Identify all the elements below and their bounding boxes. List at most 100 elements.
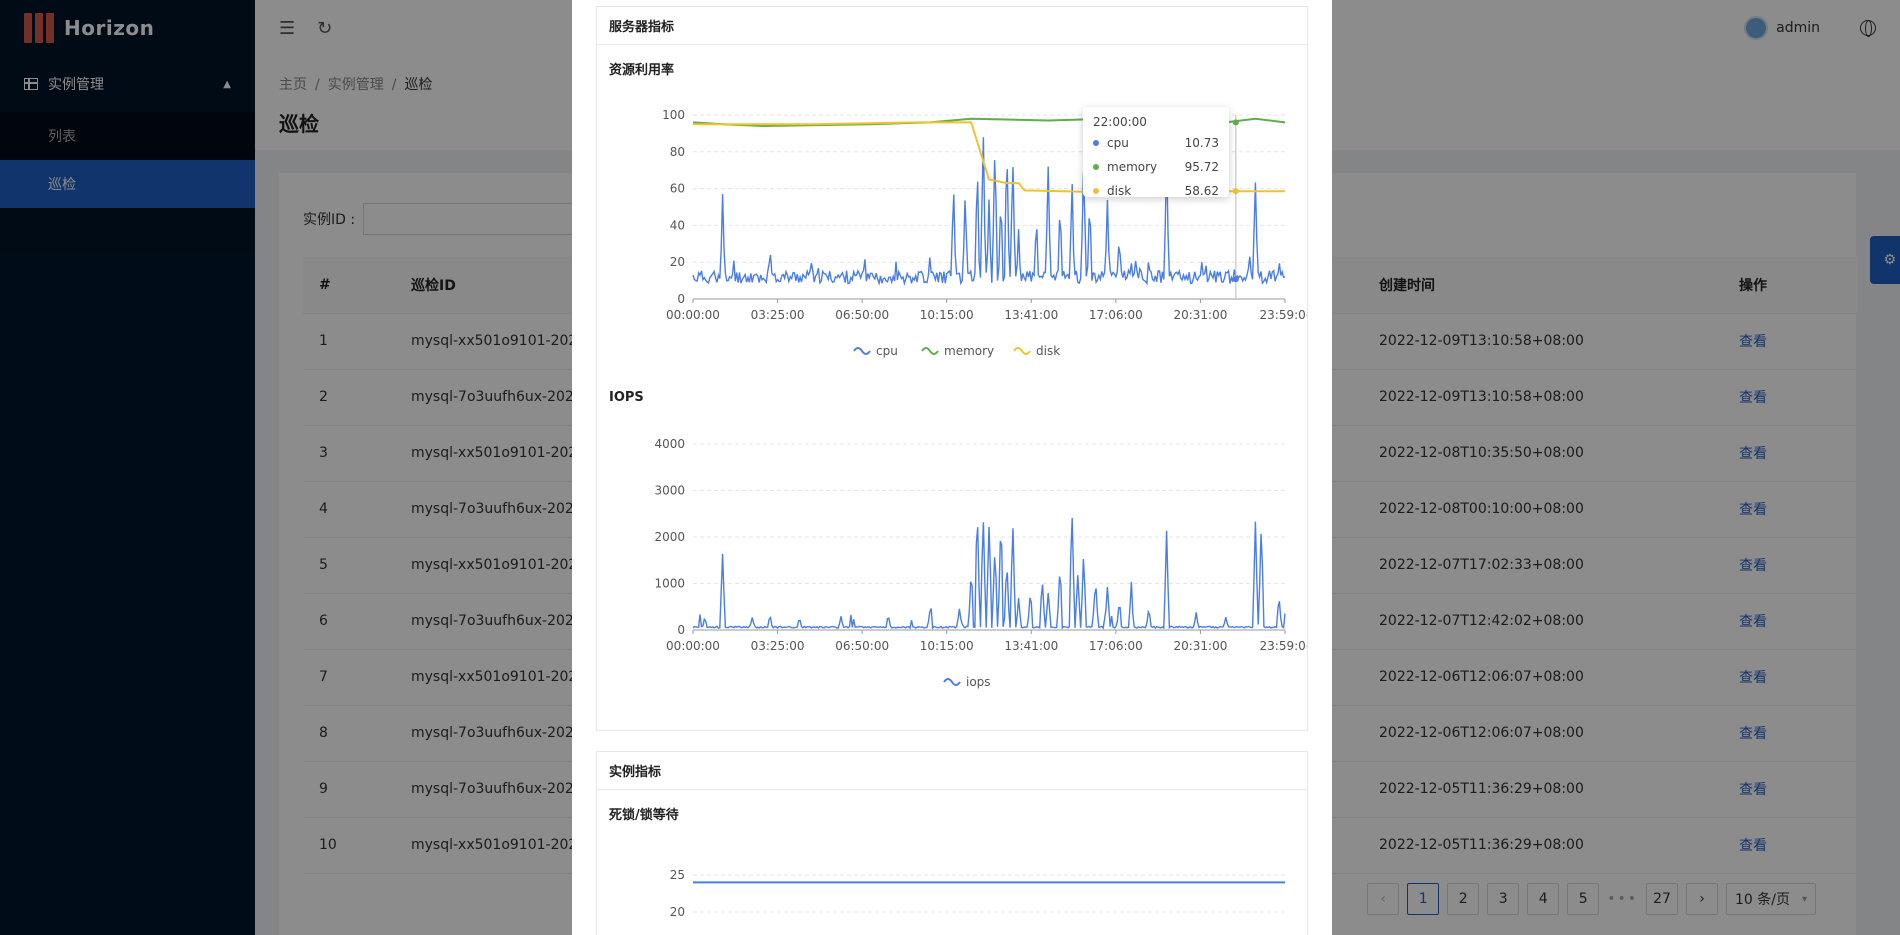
sidebar: Horizon 实例管理 ▲ 列表 巡检	[0, 0, 255, 935]
menu-fold-icon[interactable]: ☰	[279, 17, 296, 39]
x-tick-label: 03:25:00	[751, 308, 805, 322]
menu-group-label: 实例管理	[48, 77, 104, 93]
x-tick-label: 23:59:0(	[1260, 308, 1307, 322]
tooltip-cpu-name: cpu	[1107, 136, 1129, 150]
app-name: Horizon	[64, 16, 155, 40]
user-menu[interactable]: admin	[1744, 16, 1820, 40]
legend-swatch-iops	[943, 678, 961, 686]
tooltip-disk-value: 58.62	[1184, 184, 1219, 198]
page-2[interactable]: 2	[1447, 883, 1480, 915]
tooltip-memory-dot	[1093, 164, 1099, 170]
legend-label-disk: disk	[1036, 344, 1060, 358]
tooltip-cpu-value: 10.73	[1184, 136, 1219, 150]
x-tick-label: 20:31:00	[1173, 308, 1227, 322]
row-index: 1	[303, 313, 395, 370]
breadcrumb: 主页 / 实例管理 / 巡检	[279, 77, 433, 93]
globe-icon[interactable]	[1860, 20, 1876, 37]
series-line-iops	[692, 517, 1286, 630]
breadcrumb-home[interactable]: 主页	[279, 77, 307, 93]
chart-tooltip: 22:00:00 cpu 10.73 memory 95.72 disk 58.62	[1083, 107, 1229, 198]
row-created: 2022-12-07T12:42:02+08:00	[1363, 593, 1723, 650]
username: admin	[1776, 20, 1820, 36]
crosshair-point	[1232, 276, 1239, 283]
reload-icon[interactable]: ↻	[317, 17, 333, 39]
x-tick-label: 10:15:00	[920, 308, 974, 322]
y-tick-label: 0	[677, 623, 685, 637]
row-index: 6	[303, 593, 395, 650]
row-index: 7	[303, 649, 395, 706]
tooltip-time: 22:00:00	[1093, 115, 1147, 129]
y-tick-label: 1000	[654, 577, 685, 591]
view-link[interactable]: 查看	[1723, 761, 1858, 818]
row-index: 3	[303, 425, 395, 482]
row-index: 5	[303, 537, 395, 594]
metrics-modal: 服务器指标 资源利用率 0 20 40 60 80 100 00:00:00 03:25:00…	[572, 0, 1332, 935]
row-index: 2	[303, 369, 395, 426]
view-link[interactable]: 查看	[1723, 481, 1858, 538]
resource-chart-title: 资源利用率	[609, 63, 675, 78]
legend-swatch-disk	[1013, 347, 1031, 355]
row-created: 2022-12-09T13:10:58+08:00	[1363, 369, 1723, 426]
legend-swatch-memory	[921, 347, 939, 355]
y-tick-label: 20	[670, 905, 685, 919]
view-link[interactable]: 查看	[1723, 537, 1858, 594]
instance-id-input[interactable]	[363, 203, 579, 235]
sidebar-item-inspection[interactable]: 巡检	[0, 160, 255, 208]
legend-swatch-cpu	[853, 347, 871, 355]
lock-wait-chart: 152025	[670, 868, 1285, 919]
crosshair-point	[1232, 188, 1239, 195]
page-4[interactable]: 4	[1527, 883, 1560, 915]
page-size-select[interactable]: 10 条/页 ▾	[1726, 883, 1816, 915]
iops-chart: 0 1000 2000 3000 4000 00:00:00 03:25:00 06:50:0…	[654, 437, 1307, 689]
x-tick-label: 17:06:00	[1089, 639, 1143, 653]
tooltip-memory-value: 95.72	[1184, 160, 1219, 174]
page-size-value: 10 条/页	[1735, 892, 1790, 908]
x-tick-label: 17:06:00	[1089, 308, 1143, 322]
x-tick-label: 10:15:00	[920, 639, 974, 653]
view-link[interactable]: 查看	[1723, 425, 1858, 482]
view-link[interactable]: 查看	[1723, 649, 1858, 706]
row-created: 2022-12-09T13:10:58+08:00	[1363, 313, 1723, 370]
row-created: 2022-12-06T12:06:07+08:00	[1363, 705, 1723, 762]
resource-usage-chart: 0 20 40 60 80 100 00:00:00 03:25:00 06:50:00 10:1…	[662, 108, 1307, 358]
col-index: #	[303, 257, 395, 314]
iops-chart-title: IOPS	[609, 390, 644, 405]
page-5[interactable]: 5	[1567, 883, 1600, 915]
view-link[interactable]: 查看	[1723, 313, 1858, 370]
app-logo[interactable]: Horizon	[0, 0, 255, 56]
pagination: ‹ 1 2 3 4 5 ••• 27 › 10 条/页 ▾	[1367, 883, 1816, 915]
y-tick-label: 20	[670, 255, 685, 269]
crosshair-point	[1232, 119, 1239, 126]
view-link[interactable]: 查看	[1723, 705, 1858, 762]
row-created: 2022-12-06T12:06:07+08:00	[1363, 649, 1723, 706]
col-created: 创建时间	[1363, 257, 1723, 314]
row-created: 2022-12-07T17:02:33+08:00	[1363, 537, 1723, 594]
x-tick-label: 20:31:00	[1173, 639, 1227, 653]
legend-label-cpu: cpu	[876, 344, 898, 358]
breadcrumb-instance[interactable]: 实例管理	[327, 77, 384, 93]
page-3[interactable]: 3	[1487, 883, 1520, 915]
col-action: 操作	[1723, 257, 1858, 314]
next-page-button[interactable]: ›	[1686, 883, 1718, 915]
x-tick-label: 00:00:00	[666, 308, 720, 322]
row-created: 2022-12-05T11:36:29+08:00	[1363, 817, 1723, 874]
y-tick-label: 25	[670, 868, 685, 882]
sidebar-item-list[interactable]: 列表	[48, 129, 76, 145]
tooltip-cpu-dot	[1093, 140, 1099, 146]
prev-page-button[interactable]: ‹	[1367, 883, 1400, 915]
view-link[interactable]: 查看	[1723, 369, 1858, 426]
page-ellipsis[interactable]: •••	[1607, 891, 1638, 907]
view-link[interactable]: 查看	[1723, 817, 1858, 874]
y-tick-label: 60	[670, 182, 685, 196]
y-tick-label: 4000	[654, 437, 685, 451]
page-1[interactable]: 1	[1407, 883, 1440, 915]
search-label: 实例ID :	[303, 212, 356, 228]
menu-group-instance[interactable]: 实例管理 ▲	[0, 56, 255, 112]
settings-drawer-button[interactable]: ⚙	[1870, 236, 1900, 284]
page-last[interactable]: 27	[1646, 883, 1678, 915]
y-tick-label: 0	[677, 292, 685, 306]
x-tick-label: 13:41:00	[1004, 639, 1058, 653]
view-link[interactable]: 查看	[1723, 593, 1858, 650]
row-index: 10	[303, 817, 395, 874]
x-tick-label: 13:41:00	[1004, 308, 1058, 322]
